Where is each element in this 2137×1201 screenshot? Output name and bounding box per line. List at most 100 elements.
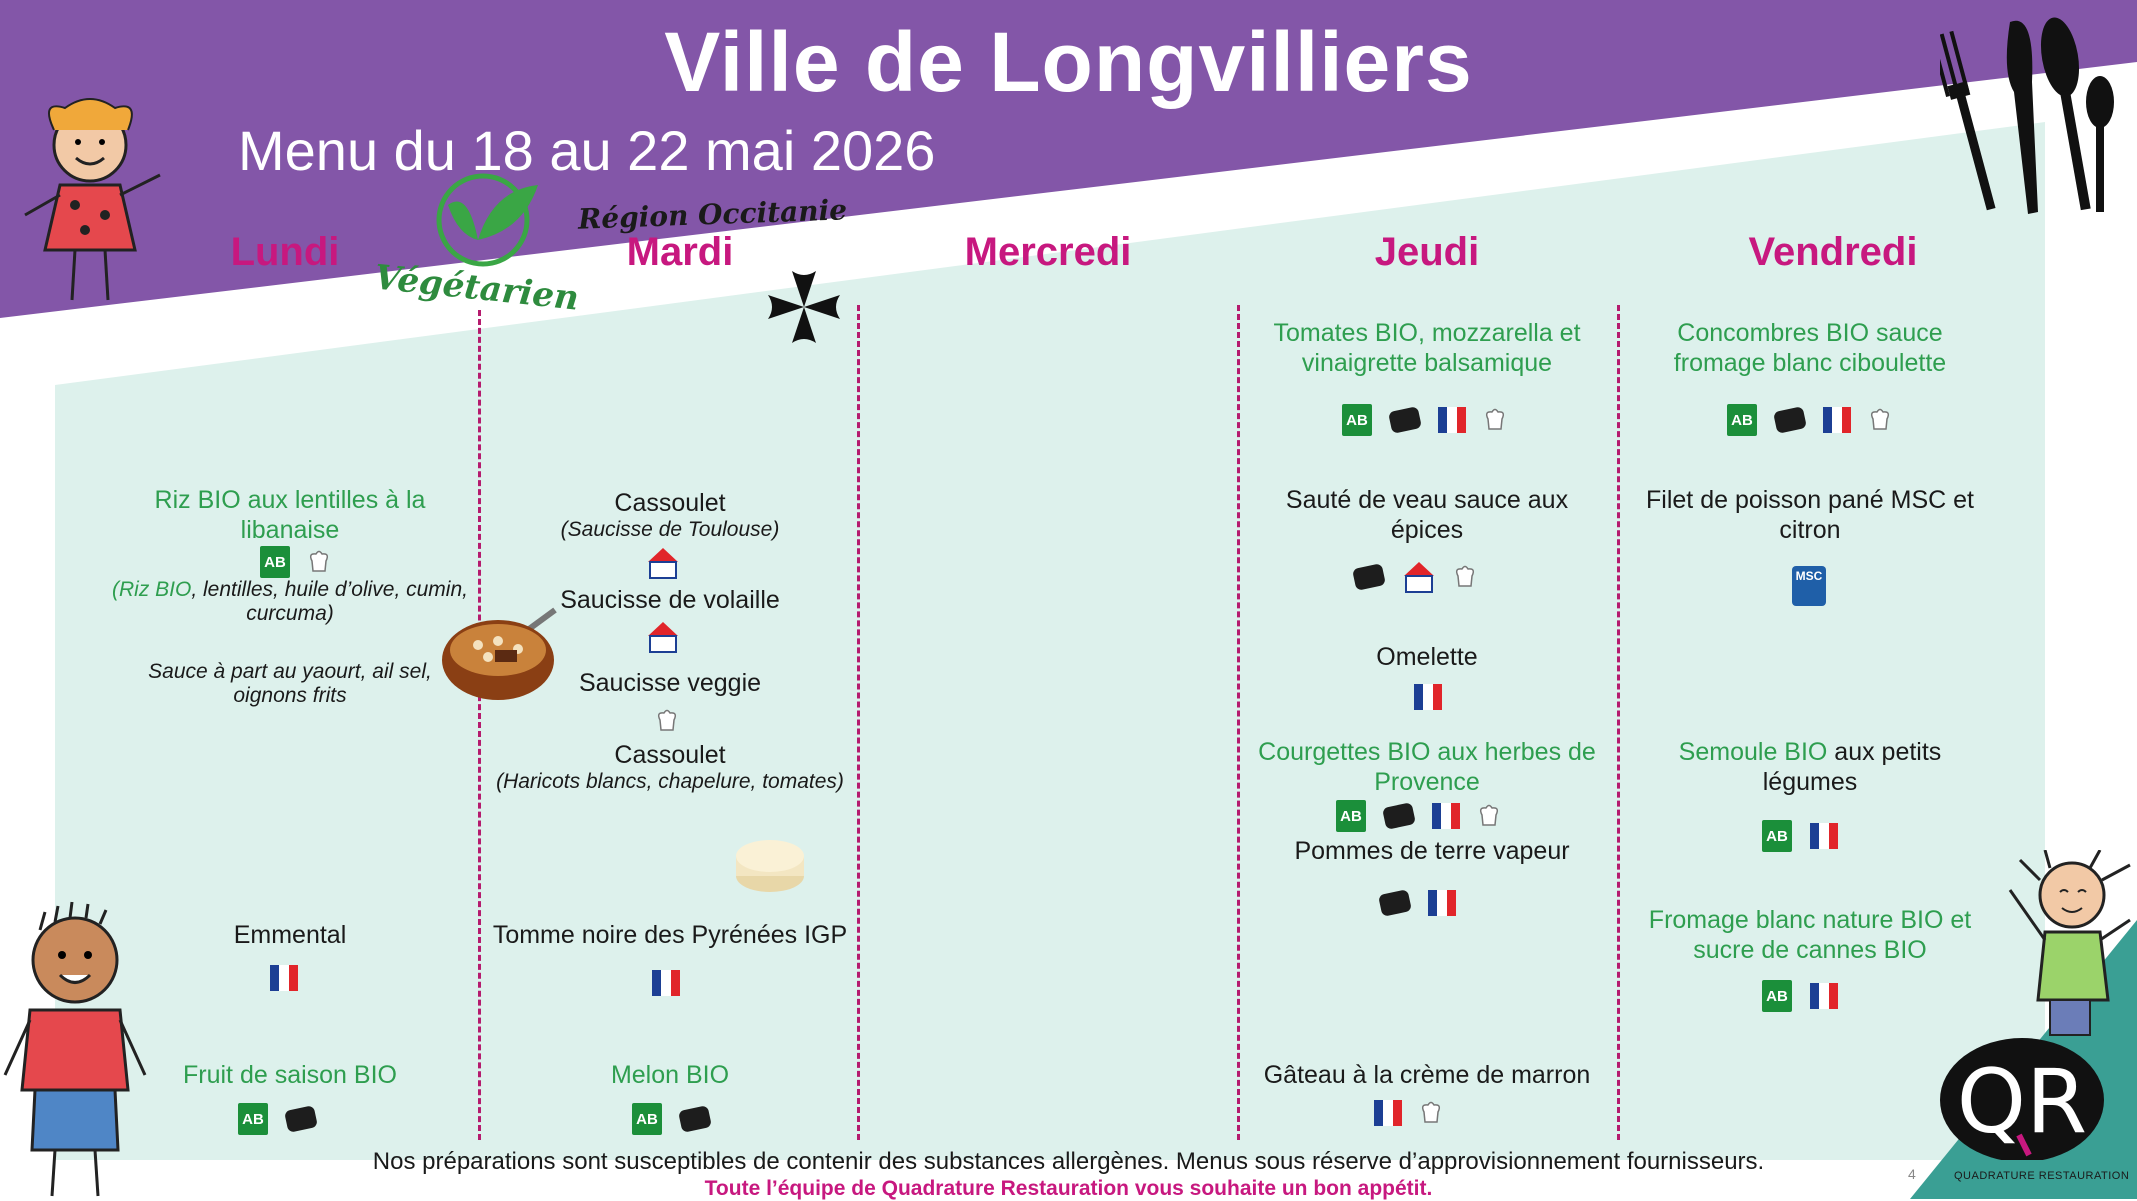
jeudi-main2: Omelette [1376,643,1478,671]
jeudi-main: Sauté de veau sauce aux épices [1285,486,1569,544]
vendredi-starter-icons: AB [1727,404,1891,436]
bio-ab-icon: AB [1762,820,1792,852]
jeudi-main-icons [1352,560,1476,594]
chef-hat-icon [1485,408,1505,430]
lundi-main-detail: (Riz BIO, lentilles, huile d’olive, cumi… [112,578,468,625]
mardi-main1-icons [646,546,680,580]
jeudi-side1-icons: AB [1336,800,1500,832]
chef-hat-icon [1870,408,1890,430]
lundi-main-icons: AB [260,546,330,578]
france-origin-icon [1428,890,1456,916]
cutlery-icon [1940,17,2114,214]
msc-icon: MSC [1792,566,1826,606]
mardi-dessert-icons: AB [632,1103,712,1135]
kid-drawing [2008,850,2131,1036]
bio-ab-icon: AB [1342,404,1372,436]
day-header-jeudi: Jeudi [1374,230,1480,274]
fait-maison-icon [1382,802,1416,830]
chef-hat-icon [1455,565,1475,587]
cassoulet-pot-image [442,607,557,700]
mardi-main3-icons [656,708,678,734]
footer-greeting: Toute l’équipe de Quadrature Restauratio… [704,1177,1433,1200]
girl-drawing [24,98,161,301]
vendredi-main: Filet de poisson pané MSC et citron [1646,486,1974,544]
jeudi-starter: Tomates BIO, mozzarella et vinaigrette b… [1273,319,1581,377]
mardi-main3: Saucisse veggie [578,669,762,697]
lundi-dairy: Emmental [233,921,347,949]
vendredi-side: Semoule BIO aux petits légumes [1678,738,1942,796]
column-separator [1237,305,1240,1140]
vendredi-dairy-icons: AB [1762,980,1838,1012]
mardi-dairy: Tomme noire des Pyrénées IGP [492,921,848,949]
bio-ab-icon: AB [1762,980,1792,1012]
fait-maison-icon [1773,406,1807,434]
jeudi-main2-icons [1414,684,1442,710]
footer-allergen-notice: Nos préparations sont susceptibles de co… [372,1148,1765,1175]
france-origin-icon [1432,803,1460,829]
france-origin-icon [652,970,680,996]
mardi-main1-detail: (Saucisse de Toulouse) [560,518,780,541]
bio-ab-icon: AB [238,1103,268,1135]
chef-hat-icon [657,709,677,731]
brand-name: QUADRATURE RESTAURATION [1954,1170,2130,1182]
france-origin-icon [1810,823,1838,849]
france-origin-icon [1823,407,1851,433]
fait-maison-icon [678,1105,712,1133]
lundi-dairy-icons [270,965,298,991]
lundi-dessert-icons: AB [238,1103,318,1135]
day-header-lundi: Lundi [230,230,340,274]
lundi-main: Riz BIO aux lentilles à la libanaise [154,486,426,544]
mardi-main1: Cassoulet [614,489,726,517]
boy-drawing [3,901,147,1197]
page-title: Ville de Longvilliers [664,15,1473,109]
jeudi-side2: Pommes de terre vapeur [1294,837,1570,865]
column-separator [857,305,860,1140]
fait-maison-icon [284,1105,318,1133]
day-header-mercredi: Mercredi [964,230,1132,274]
viandes-de-france-icon [1404,562,1434,593]
france-origin-icon [1810,983,1838,1009]
occitan-cross-icon [768,271,840,343]
bio-ab-icon: AB [1336,800,1366,832]
column-separator [1617,305,1620,1140]
page-number: 4 [1908,1166,1916,1182]
fait-maison-icon [1378,889,1412,917]
bio-ab-icon: AB [632,1103,662,1135]
fait-maison-icon [1352,563,1386,591]
france-origin-icon [1374,1100,1402,1126]
france-origin-icon [270,965,298,991]
chef-hat-icon [309,550,329,572]
jeudi-starter-icons: AB [1342,404,1506,436]
mardi-main2: Saucisse de volaille [560,586,780,614]
chef-hat-icon [1479,804,1499,826]
lundi-dessert: Fruit de saison BIO [183,1061,397,1089]
mardi-dessert: Melon BIO [610,1061,730,1089]
bio-ab-icon: AB [260,546,290,578]
vendredi-side-icons: AB [1762,820,1838,852]
day-header-mardi: Mardi [626,230,734,274]
vendredi-main-icons: MSC [1792,566,1826,606]
chef-hat-icon [1421,1101,1441,1123]
mardi-dairy-icons [652,970,680,996]
france-origin-icon [1414,684,1442,710]
mardi-main4-detail: (Haricots blancs, chapelure, tomates) [496,770,844,793]
lundi-sauce: Sauce à part au yaourt, ail sel, oignons… [148,660,432,707]
france-origin-icon [1438,407,1466,433]
viandes-de-france-icon [648,622,678,653]
bio-ab-icon: AB [1727,404,1757,436]
fait-maison-icon [1388,406,1422,434]
vegetarian-leaf-icon [436,173,538,267]
mardi-main2-icons [646,620,680,654]
mardi-main4: Cassoulet [614,741,726,769]
vendredi-starter: Concombres BIO sauce fromage blanc cibou… [1673,319,1947,377]
jeudi-dessert: Gâteau à la crème de marron [1263,1061,1591,1089]
quadrature-logo: QR [1940,1038,2104,1160]
jeudi-dessert-icons [1374,1100,1442,1126]
column-separator [478,310,481,1140]
vendredi-dairy: Fromage blanc nature BIO et sucre de can… [1648,906,1972,964]
jeudi-side1: Courgettes BIO aux herbes de Provence [1258,738,1596,796]
day-header-vendredi: Vendredi [1748,230,1918,274]
cheese-image [736,840,804,892]
page-subtitle: Menu du 18 au 22 mai 2026 [238,119,936,182]
